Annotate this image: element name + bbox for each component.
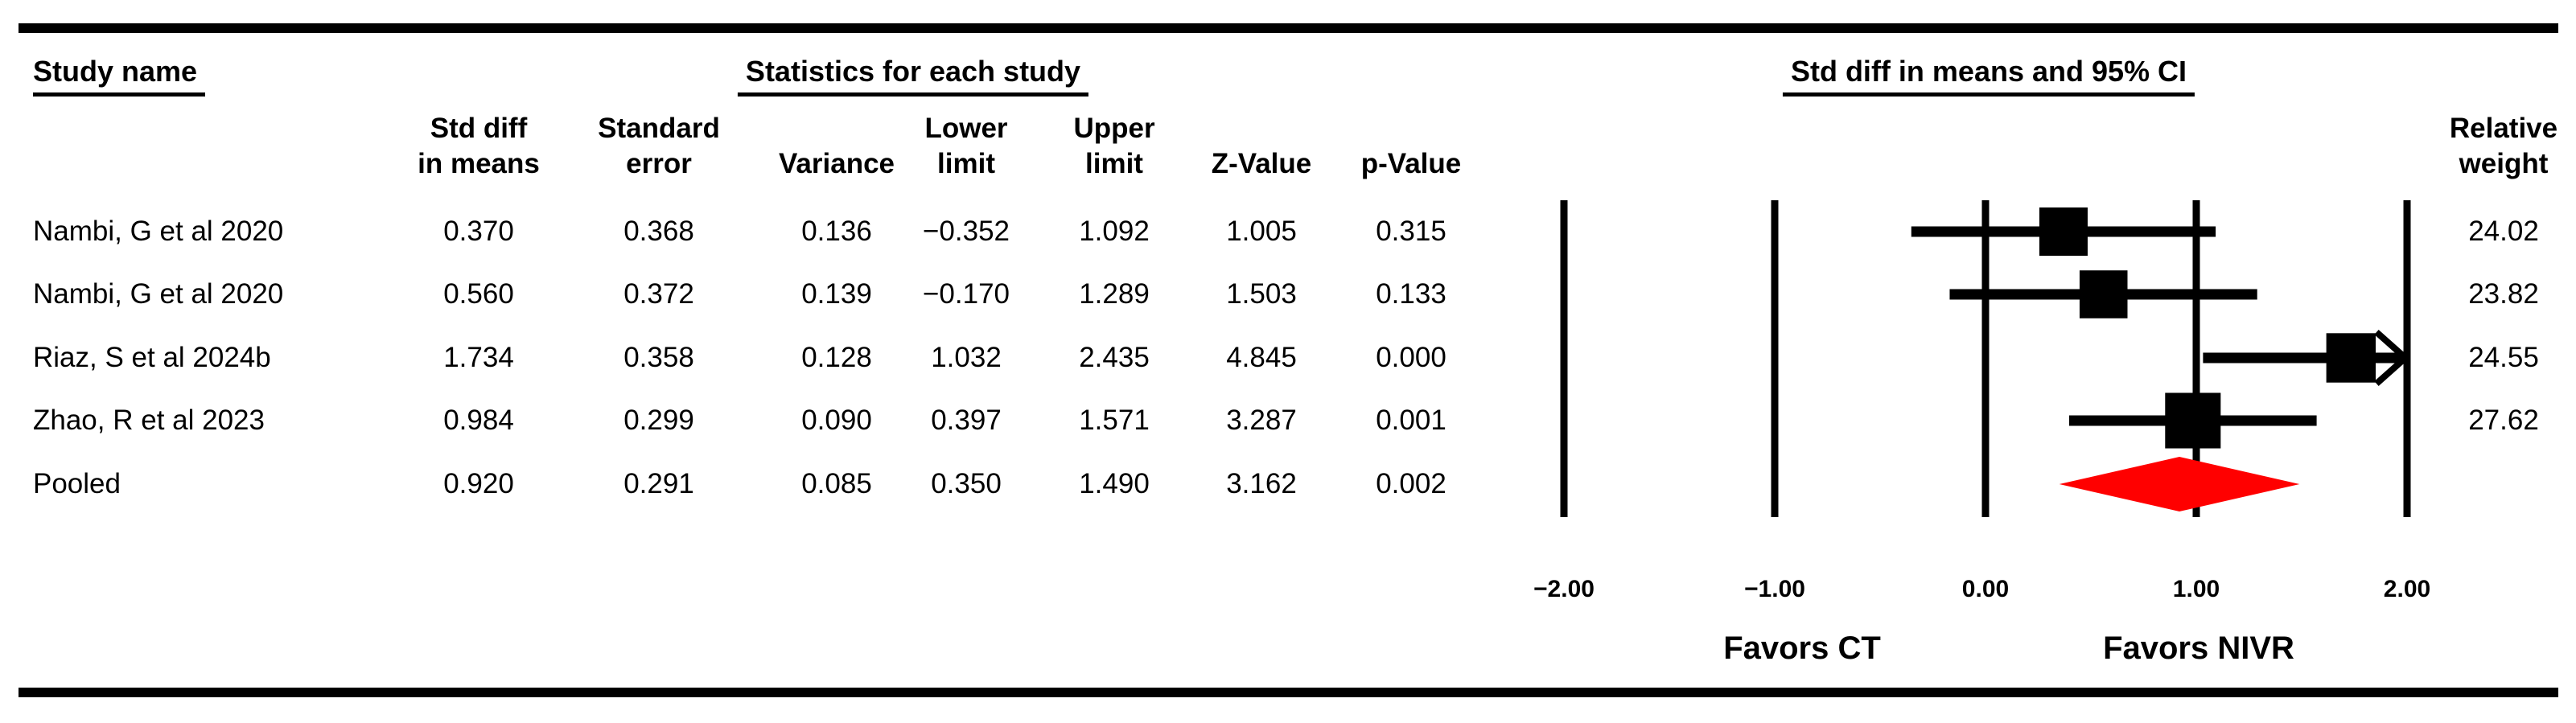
stat-value: 0.368 bbox=[623, 216, 694, 247]
stat-value: 0.139 bbox=[801, 278, 872, 310]
stat-value: −0.170 bbox=[922, 278, 1010, 310]
study-name: Zhao, R et al 2023 bbox=[33, 405, 265, 436]
stat-value: 1.503 bbox=[1226, 278, 1297, 310]
stat-value: 0.984 bbox=[443, 405, 514, 436]
column-header-line: limit bbox=[1085, 148, 1143, 179]
column-header: Upper limit bbox=[1073, 111, 1154, 182]
gridline bbox=[1560, 200, 1568, 517]
stat-value: 0.128 bbox=[801, 342, 872, 373]
stat-value: −0.352 bbox=[922, 216, 1010, 247]
stat-value: 1.005 bbox=[1226, 216, 1297, 247]
column-header: Z-Value bbox=[1212, 111, 1311, 182]
x-tick-label: −1.00 bbox=[1744, 576, 1805, 602]
stat-value: 4.845 bbox=[1226, 342, 1297, 373]
study-name: Riaz, S et al 2024b bbox=[33, 342, 271, 373]
x-tick-label: 2.00 bbox=[2383, 576, 2431, 602]
relative-weight-value: 24.55 bbox=[2468, 342, 2539, 373]
x-tick-label: −2.00 bbox=[1533, 576, 1595, 602]
stat-value: 0.358 bbox=[623, 342, 694, 373]
stat-value: 1.571 bbox=[1079, 405, 1150, 436]
stat-value: 0.350 bbox=[931, 468, 1002, 499]
stat-value: 0.136 bbox=[801, 216, 872, 247]
stat-value: 0.370 bbox=[443, 216, 514, 247]
column-header-line: error bbox=[626, 148, 692, 179]
stat-value: 0.291 bbox=[623, 468, 694, 499]
gridline bbox=[1771, 200, 1779, 517]
x-tick-label: 0.00 bbox=[1961, 576, 2010, 602]
stat-value: 0.397 bbox=[931, 405, 1002, 436]
column-header-line: p-Value bbox=[1360, 148, 1462, 179]
column-header-line: Z-Value bbox=[1211, 148, 1312, 179]
stat-value: 1.289 bbox=[1079, 278, 1150, 310]
study-name: Pooled bbox=[33, 468, 121, 499]
relative-weight-value: 23.82 bbox=[2468, 278, 2539, 310]
effect-square bbox=[2079, 270, 2128, 318]
effect-square bbox=[2039, 207, 2088, 257]
relative-weight-value: 24.02 bbox=[2468, 216, 2539, 247]
relative-weight-value: 27.62 bbox=[2468, 405, 2539, 436]
bottom-rule bbox=[19, 688, 2558, 697]
stat-value: 3.162 bbox=[1226, 468, 1297, 499]
stat-value: 2.435 bbox=[1079, 342, 1150, 373]
stat-value: 0.299 bbox=[623, 405, 694, 436]
stat-value: 1.032 bbox=[931, 342, 1002, 373]
column-header: Variance bbox=[779, 111, 895, 182]
x-tick-label: 1.00 bbox=[2172, 576, 2220, 602]
column-header: Std diff in means bbox=[418, 111, 540, 182]
column-header-line: in means bbox=[418, 148, 540, 179]
column-header: Relative weight bbox=[2450, 111, 2557, 182]
stat-value: 0.372 bbox=[623, 278, 694, 310]
effect-square bbox=[2165, 392, 2221, 449]
column-header-line: Relative bbox=[2449, 113, 2558, 144]
stat-value: 0.002 bbox=[1376, 468, 1446, 499]
column-header-line: Lower bbox=[924, 113, 1008, 144]
column-header-line: Standard bbox=[598, 113, 720, 144]
stat-value: 0.560 bbox=[443, 278, 514, 310]
stat-value: 0.920 bbox=[443, 468, 514, 499]
stat-value: 0.000 bbox=[1376, 342, 1446, 373]
column-header-line: Upper bbox=[1073, 113, 1155, 144]
favors-left-label: Favors CT bbox=[1723, 631, 1881, 666]
effect-square bbox=[2326, 333, 2376, 383]
ci-section-title: Std diff in means and 95% CI bbox=[1782, 55, 2195, 97]
stat-value: 0.001 bbox=[1376, 405, 1446, 436]
column-header-line: Std diff bbox=[430, 113, 528, 144]
study-name-column-title: Study name bbox=[33, 55, 206, 97]
column-header-line: weight bbox=[2459, 148, 2549, 179]
stat-value: 1.734 bbox=[443, 342, 514, 373]
statistics-section-title: Statistics for each study bbox=[737, 55, 1089, 97]
stat-value: 3.287 bbox=[1226, 405, 1297, 436]
column-header: Lower limit bbox=[924, 111, 1007, 182]
stat-value: 1.092 bbox=[1079, 216, 1150, 247]
favors-right-label: Favors NIVR bbox=[2103, 631, 2294, 666]
pooled-diamond bbox=[2059, 457, 2300, 511]
stat-value: 0.133 bbox=[1376, 278, 1446, 310]
gridline bbox=[1981, 200, 1990, 517]
stat-value: 0.315 bbox=[1376, 216, 1446, 247]
top-rule bbox=[19, 23, 2558, 33]
column-header: p-Value bbox=[1361, 111, 1461, 182]
study-name: Nambi, G et al 2020 bbox=[33, 216, 284, 247]
study-name: Nambi, G et al 2020 bbox=[33, 278, 284, 310]
gridline bbox=[2192, 200, 2200, 517]
stat-value: 0.085 bbox=[801, 468, 872, 499]
arrow-right-icon bbox=[2374, 330, 2411, 386]
stat-value: 0.090 bbox=[801, 405, 872, 436]
column-header-line: limit bbox=[937, 148, 995, 179]
column-header-line: Variance bbox=[779, 148, 895, 179]
stat-value: 1.490 bbox=[1079, 468, 1150, 499]
column-header: Standard error bbox=[598, 111, 720, 182]
